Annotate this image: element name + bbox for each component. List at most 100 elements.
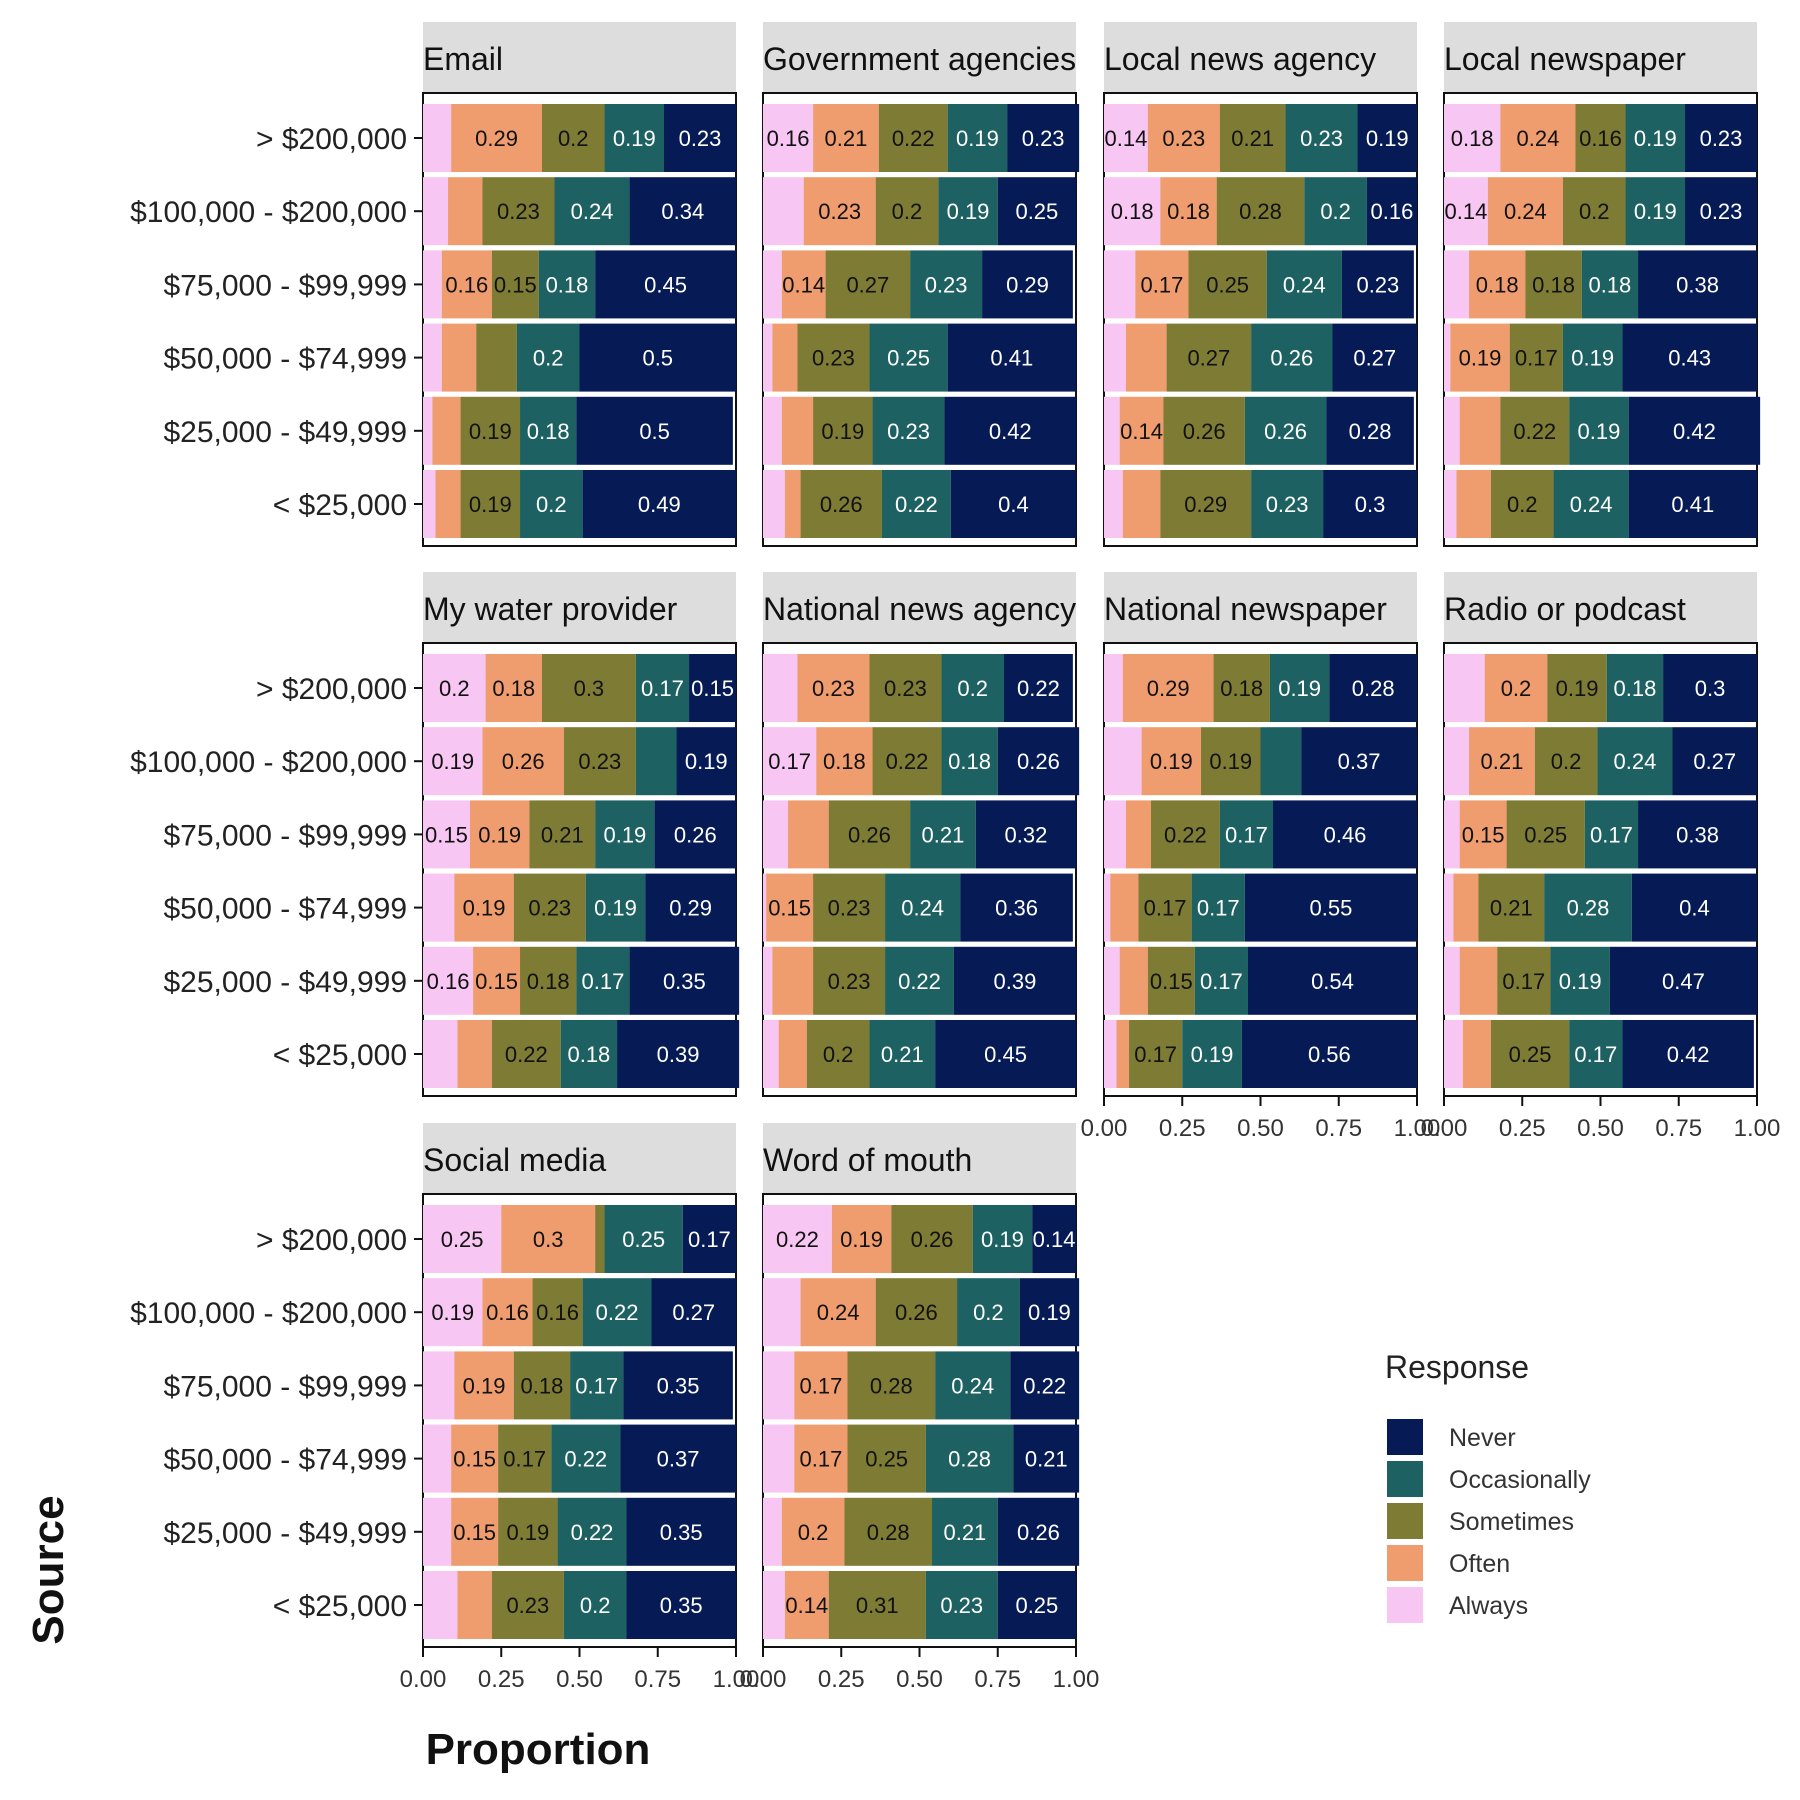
data-label: 0.21 xyxy=(1231,126,1274,151)
data-label: 0.42 xyxy=(989,419,1032,444)
bar-segment-sometimes xyxy=(869,654,942,722)
bar-segment-always xyxy=(763,727,817,796)
bar-segment-always xyxy=(1104,946,1120,1015)
bar-segment-sometimes xyxy=(813,946,886,1015)
data-label: 0.3 xyxy=(1355,492,1386,517)
bar-segment-sometimes xyxy=(532,1278,583,1347)
bar-segment-often xyxy=(451,1497,499,1566)
data-label: 0.42 xyxy=(1673,419,1716,444)
legend-title: Response xyxy=(1385,1349,1529,1385)
bar-segment-occasionally xyxy=(872,396,945,465)
data-label: 0.32 xyxy=(1005,822,1048,847)
bar-segment-always xyxy=(1444,946,1460,1015)
bar-segment-always xyxy=(763,104,814,172)
bar-segment-often xyxy=(784,1571,829,1639)
bar-segment-always xyxy=(1444,250,1470,319)
data-label: 0.15 xyxy=(1462,822,1505,847)
data-label: 0.26 xyxy=(674,822,717,847)
bar-segment-always xyxy=(1104,396,1120,465)
data-label: 0.15 xyxy=(494,272,537,297)
facet-strip xyxy=(423,572,736,643)
data-label: 0.22 xyxy=(1023,1373,1066,1398)
bar-segment-sometimes xyxy=(491,250,539,319)
data-label: 0.24 xyxy=(1504,199,1547,224)
bar-segment-occasionally xyxy=(925,1424,1014,1493)
data-label: 0.17 xyxy=(1134,1042,1177,1067)
bar-segment-sometimes xyxy=(1160,470,1252,538)
bar-segment-always xyxy=(423,323,442,392)
data-label: 0.18 xyxy=(948,749,991,774)
bar-segment-occasionally xyxy=(1194,946,1248,1015)
data-label: 0.23 xyxy=(1356,272,1399,297)
data-label: 0.17 xyxy=(768,749,811,774)
data-label: 0.21 xyxy=(881,1042,924,1067)
data-label: 0.23 xyxy=(884,676,927,701)
data-label: 0.15 xyxy=(453,1520,496,1545)
bar-segment-often xyxy=(1110,873,1139,942)
bar-segment-always xyxy=(423,177,449,246)
facet-title: Word of mouth xyxy=(763,1142,972,1178)
data-label: 0.22 xyxy=(898,969,941,994)
bar-segment-often xyxy=(1135,250,1189,319)
bar-segment-often xyxy=(1459,396,1501,465)
data-label: 0.2 xyxy=(1551,749,1582,774)
bar-segment-occasionally xyxy=(635,654,690,722)
y-tick-label: < $25,000 xyxy=(273,489,407,522)
data-label: 0.41 xyxy=(990,346,1033,371)
data-label: 0.23 xyxy=(1162,126,1205,151)
data-label: 0.17 xyxy=(1590,822,1633,847)
data-label: 0.17 xyxy=(1200,969,1243,994)
data-label: 0.17 xyxy=(1140,272,1183,297)
bar-segment-always xyxy=(763,1020,779,1088)
data-label: 0.17 xyxy=(1502,969,1545,994)
bar-segment-often xyxy=(797,654,870,722)
bar-segment-never xyxy=(582,470,736,538)
facet-radio-or-podcast: Radio or podcast 0.2 0.19 0.18 0.3 0.21 0.2 0.2… xyxy=(1421,572,1780,1142)
bar-segment-often xyxy=(1147,104,1220,172)
bar-segment-occasionally xyxy=(941,727,998,796)
bar-segment-often xyxy=(766,873,814,942)
bar-segment-occasionally xyxy=(957,1278,1020,1347)
data-label: 0.16 xyxy=(767,126,810,151)
data-label: 0.17 xyxy=(503,1447,546,1472)
bar-segment-occasionally xyxy=(604,104,665,172)
data-label: 0.25 xyxy=(887,346,930,371)
bar-segment-always xyxy=(763,1351,795,1420)
data-label: 0.21 xyxy=(1025,1447,1068,1472)
data-label: 0.28 xyxy=(870,1373,913,1398)
bar-segment-never xyxy=(953,946,1076,1015)
bar-segment-never xyxy=(982,250,1073,319)
bar-segment-never xyxy=(1019,1278,1080,1347)
legend: Response Never Occasionally Sometimes Often… xyxy=(1385,1349,1591,1623)
bar-segment-occasionally xyxy=(925,1571,998,1639)
data-label: 0.14 xyxy=(1033,1227,1076,1252)
legend-swatch-always xyxy=(1387,1587,1423,1623)
data-label: 0.16 xyxy=(1371,199,1414,224)
bar-segment-often xyxy=(1500,104,1576,172)
bar-segment-sometimes xyxy=(872,727,942,796)
legend-swatch-never xyxy=(1387,1419,1423,1455)
data-label: 0.29 xyxy=(475,126,518,151)
y-tick-label: $25,000 - $49,999 xyxy=(163,1517,407,1550)
data-label: 0.22 xyxy=(564,1447,607,1472)
bar-segment-always xyxy=(763,1571,785,1639)
bar-segment-occasionally xyxy=(1553,470,1629,538)
bar-segment-never xyxy=(1004,654,1073,722)
data-label: 0.26 xyxy=(820,492,863,517)
data-label: 0.18 xyxy=(1588,272,1631,297)
data-label: 0.14 xyxy=(782,272,825,297)
bar-segment-occasionally xyxy=(604,1205,683,1273)
data-label: 0.38 xyxy=(1676,822,1719,847)
data-label: 0.25 xyxy=(1509,1042,1552,1067)
legend-swatch-sometimes xyxy=(1387,1503,1423,1539)
data-label: 0.26 xyxy=(1183,419,1226,444)
data-label: 0.23 xyxy=(887,419,930,444)
data-label: 0.39 xyxy=(994,969,1037,994)
x-tick-label: 0.75 xyxy=(1315,1115,1362,1142)
bar-segment-often xyxy=(1459,946,1498,1015)
data-label: 0.17 xyxy=(799,1373,842,1398)
bar-segment-never xyxy=(1341,250,1414,319)
x-tick-label: 1.00 xyxy=(1394,1115,1441,1142)
data-label: 0.22 xyxy=(892,126,935,151)
bar-segment-often xyxy=(1450,323,1510,392)
